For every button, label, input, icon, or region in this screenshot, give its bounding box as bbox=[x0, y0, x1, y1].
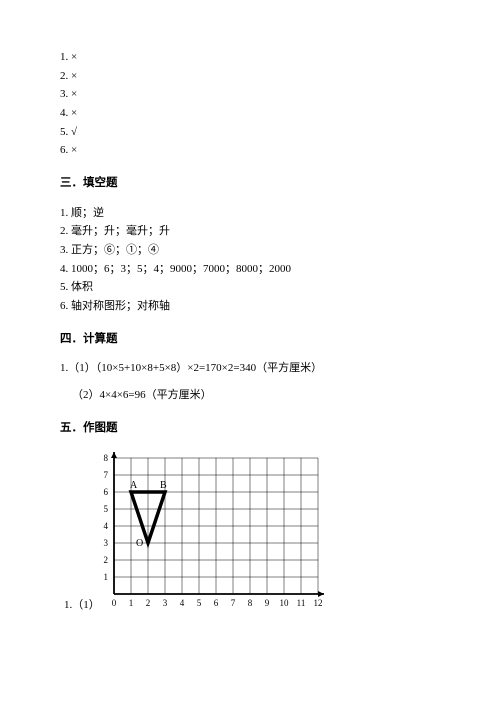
svg-text:8: 8 bbox=[104, 453, 109, 463]
svg-text:2: 2 bbox=[146, 598, 151, 608]
svg-text:4: 4 bbox=[180, 598, 185, 608]
svg-text:3: 3 bbox=[163, 598, 168, 608]
mark: × bbox=[71, 107, 77, 119]
svg-text:10: 10 bbox=[280, 598, 290, 608]
judgment-item: 3. × bbox=[60, 85, 440, 104]
judgment-item: 4. × bbox=[60, 104, 440, 123]
idx: 5 bbox=[60, 126, 66, 138]
judgment-answers: 1. × 2. × 3. × 4. × 5. √ 6. × bbox=[60, 48, 440, 160]
mark: × bbox=[71, 144, 77, 156]
coordinate-grid: 012345678910111212345678ABO bbox=[96, 448, 328, 612]
mark: × bbox=[71, 70, 77, 82]
judgment-item: 6. × bbox=[60, 141, 440, 160]
calc-line: （2）4×4×6=96（平方厘米） bbox=[72, 386, 440, 405]
svg-text:6: 6 bbox=[104, 487, 109, 497]
calc-answers: 1.（1）（10×5+10×8+5×8）×2=170×2=340（平方厘米） （… bbox=[60, 359, 440, 404]
idx: 3 bbox=[60, 88, 66, 100]
fill-line: 6. 轴对称图形；对称轴 bbox=[60, 297, 440, 316]
svg-text:1: 1 bbox=[129, 598, 134, 608]
mark: × bbox=[71, 51, 77, 63]
svg-text:8: 8 bbox=[248, 598, 253, 608]
fill-line: 4. 1000；6；3；5；4；9000；7000；8000；2000 bbox=[60, 260, 440, 279]
svg-text:4: 4 bbox=[104, 521, 109, 531]
section-5-heading: 五．作图题 bbox=[60, 419, 440, 439]
svg-text:O: O bbox=[136, 538, 143, 549]
mark: √ bbox=[71, 126, 77, 138]
svg-text:2: 2 bbox=[104, 555, 109, 565]
svg-text:7: 7 bbox=[104, 470, 109, 480]
svg-text:3: 3 bbox=[104, 538, 109, 548]
drawing-prefix: 1.（1） bbox=[64, 596, 100, 612]
svg-text:1: 1 bbox=[104, 572, 109, 582]
idx: 6 bbox=[60, 144, 66, 156]
section-3-heading: 三．填空题 bbox=[60, 174, 440, 194]
idx: 4 bbox=[60, 107, 66, 119]
svg-text:6: 6 bbox=[214, 598, 219, 608]
svg-text:5: 5 bbox=[104, 504, 109, 514]
judgment-item: 2. × bbox=[60, 67, 440, 86]
fill-answers: 1. 顺；逆 2. 毫升；升；毫升；升 3. 正方；⑥；①；④ 4. 1000；… bbox=[60, 204, 440, 316]
judgment-item: 1. × bbox=[60, 48, 440, 67]
svg-text:5: 5 bbox=[197, 598, 202, 608]
fill-line: 5. 体积 bbox=[60, 278, 440, 297]
calc-line: 1.（1）（10×5+10×8+5×8）×2=170×2=340（平方厘米） bbox=[60, 359, 440, 378]
idx: 2 bbox=[60, 70, 66, 82]
judgment-item: 5. √ bbox=[60, 123, 440, 142]
svg-text:0: 0 bbox=[112, 598, 117, 608]
section-4-heading: 四．计算题 bbox=[60, 330, 440, 350]
fill-line: 3. 正方；⑥；①；④ bbox=[60, 241, 440, 260]
svg-text:9: 9 bbox=[265, 598, 270, 608]
drawing-answer: 1.（1） 012345678910111212345678ABO bbox=[96, 448, 440, 612]
mark: × bbox=[71, 88, 77, 100]
svg-text:12: 12 bbox=[314, 598, 323, 608]
idx: 1 bbox=[60, 51, 66, 63]
fill-line: 1. 顺；逆 bbox=[60, 204, 440, 223]
svg-text:11: 11 bbox=[297, 598, 306, 608]
svg-text:A: A bbox=[130, 480, 138, 491]
svg-text:B: B bbox=[160, 480, 167, 491]
fill-line: 2. 毫升；升；毫升；升 bbox=[60, 222, 440, 241]
svg-text:7: 7 bbox=[231, 598, 236, 608]
